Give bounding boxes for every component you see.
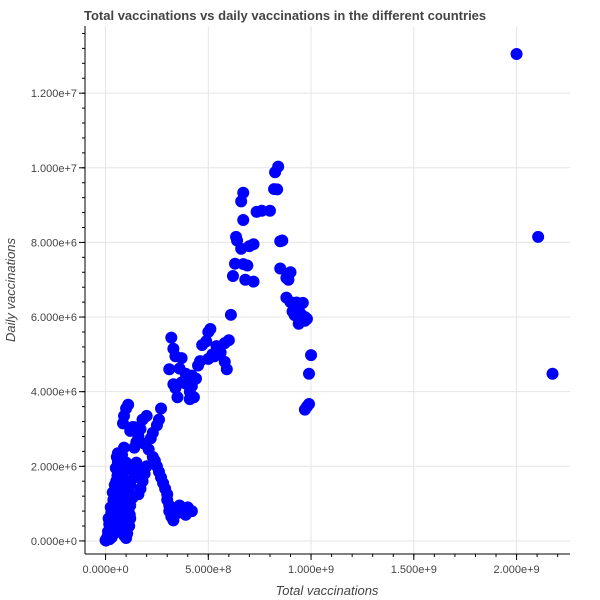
grid-lines [85, 26, 570, 554]
chart-title: Total vaccinations vs daily vaccinations… [84, 8, 486, 23]
data-point [222, 334, 235, 347]
data-point [111, 447, 124, 460]
data-point [179, 377, 192, 390]
data-point [296, 296, 309, 309]
data-point [171, 391, 184, 404]
data-point [187, 391, 200, 404]
data-point [163, 363, 176, 376]
data-point [175, 352, 188, 365]
y-tick-label: 2.000e+6 [31, 461, 77, 473]
data-point [532, 230, 545, 243]
y-tick-label: 4.000e+6 [31, 387, 77, 399]
data-point [237, 214, 250, 227]
data-point [250, 205, 263, 218]
data-point [103, 533, 116, 546]
data-point [114, 505, 127, 518]
data-point [274, 262, 287, 275]
data-point [510, 47, 523, 60]
x-tick-label: 2.000e+9 [493, 564, 539, 576]
data-point [263, 204, 276, 217]
data-point [284, 266, 297, 279]
data-point [104, 501, 117, 514]
data-point [276, 234, 289, 247]
x-tick-label: 0.000e+0 [82, 564, 128, 576]
data-point [235, 242, 248, 255]
y-tick-label: 8.000e+6 [31, 237, 77, 249]
data-point [268, 183, 281, 196]
x-tick-label: 5.000e+8 [185, 564, 231, 576]
ticks: 0.000e+0 5.000e+8 1.000e+9 1.500e+9 2.000e+9… [31, 32, 559, 576]
data-point [196, 339, 209, 352]
x-axis-label: Total vaccinations [276, 583, 379, 598]
data-point [185, 505, 198, 518]
y-tick-label: 1.200e+7 [31, 88, 77, 100]
x-tick-label: 1.000e+9 [288, 564, 334, 576]
data-point [247, 275, 260, 288]
data-point [224, 308, 237, 321]
data-point [155, 402, 168, 415]
data-point [546, 367, 559, 380]
data-point [226, 270, 239, 283]
data-point [303, 367, 316, 380]
data-point [123, 520, 136, 533]
x-tick-label: 1.500e+9 [391, 564, 437, 576]
data-point [102, 512, 115, 525]
y-tick-label: 0.000e+0 [31, 536, 77, 548]
data-point [241, 259, 254, 272]
data-point [269, 166, 282, 179]
y-axis-label: Daily vaccinations [3, 237, 18, 342]
data-point [305, 349, 318, 362]
data-point [300, 312, 313, 325]
y-tick-label: 1.000e+7 [31, 163, 77, 175]
data-point [204, 322, 217, 335]
data-point [208, 350, 221, 363]
data-point [124, 424, 137, 437]
data-point [128, 441, 141, 454]
data-point [165, 331, 178, 344]
y-tick-label: 6.000e+6 [31, 312, 77, 324]
data-point [298, 403, 311, 416]
data-point [235, 195, 248, 208]
data-point [117, 417, 130, 430]
data-point [220, 363, 233, 376]
data-points [99, 47, 559, 547]
data-point [106, 486, 119, 499]
